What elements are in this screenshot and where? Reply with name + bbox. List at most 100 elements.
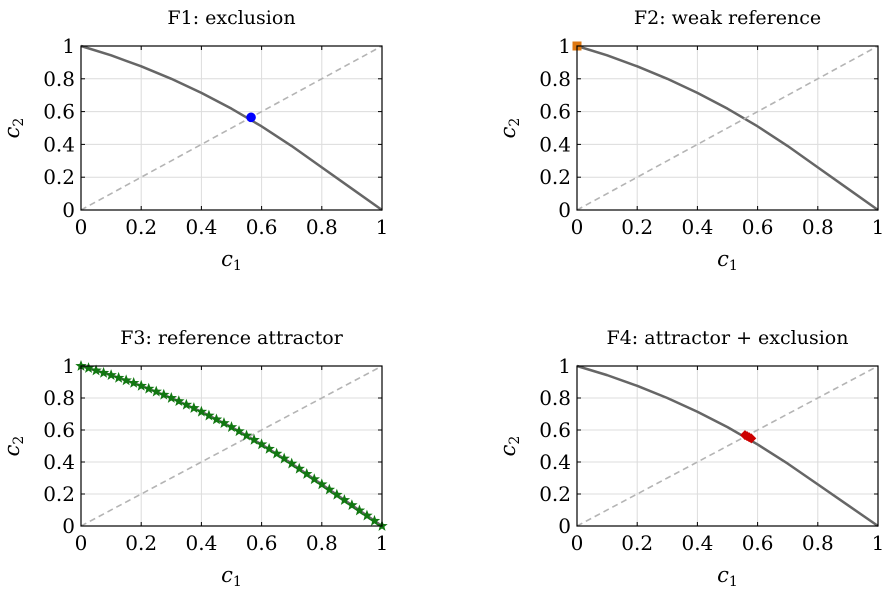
data-point-marker: [316, 478, 328, 490]
x-tick-label: 0.4: [185, 215, 217, 239]
y-tick-label: 1: [558, 354, 571, 378]
diagonal-reference-line: [576, 45, 879, 211]
data-point-marker: [331, 488, 343, 500]
y-tick-label: 0.2: [539, 165, 571, 189]
diagonal-reference-line: [80, 45, 383, 211]
x-tick-label: 0.2: [621, 531, 653, 555]
x-axis-label: c1: [717, 247, 738, 274]
x-tick-label: 0.4: [681, 531, 713, 555]
x-tick-label: 1: [376, 531, 389, 555]
x-axis-label-subscript: 1: [233, 258, 242, 274]
y-tick-label: 0.4: [43, 132, 75, 156]
chart-title: F1: exclusion: [167, 7, 295, 29]
data-point-marker: [158, 388, 170, 400]
data-point-marker: [127, 376, 140, 388]
data-point-marker: [248, 433, 260, 445]
y-tick-label: 0.6: [539, 100, 571, 124]
x-axis-label-main: c: [221, 247, 233, 271]
axes-frame: [576, 365, 879, 527]
data-point-marker: [301, 468, 313, 479]
chart-panel-2: 0 0.2 0.4 0.6 0.8 1 0 0.2 0.4 0.6 0.8 1 F2: weak ref…: [496, 7, 884, 274]
y-tick-label: 0.2: [43, 482, 75, 506]
x-axis-label: c1: [717, 563, 738, 589]
x-tick-label: 0.4: [681, 215, 713, 239]
y-axis-label-subscript: 2: [11, 118, 27, 127]
diagonal-reference-line: [576, 365, 879, 527]
data-point-marker: [263, 442, 275, 454]
diagonal-reference-line: [80, 365, 383, 527]
data-point-marker: [278, 452, 290, 464]
data-point-marker: [150, 385, 162, 397]
y-axis-label: c2: [0, 436, 27, 457]
y-axis-label: c2: [496, 436, 523, 457]
y-tick-label: 0.2: [539, 482, 571, 506]
y-tick-label: 1: [558, 34, 571, 58]
x-axis-label-subscript: 1: [729, 574, 738, 589]
data-point-marker: [112, 371, 125, 383]
y-tick-label: 0.8: [539, 386, 571, 410]
pareto-front-curve: [576, 364, 879, 528]
x-tick-label: 0: [75, 215, 88, 239]
axes-frame: [576, 45, 879, 211]
data-point-marker: [338, 494, 351, 505]
data-point-marker: [346, 499, 358, 511]
x-axis-label-subscript: 1: [729, 258, 738, 274]
x-axis-label-subscript: 1: [233, 574, 242, 589]
data-point-marker: [368, 514, 381, 526]
data-point-marker: [293, 462, 305, 474]
chart-title: F4: attractor + exclusion: [607, 327, 849, 349]
data-point-marker: [165, 392, 178, 403]
x-tick-label: 0.2: [621, 215, 653, 239]
y-axis-label-subscript: 2: [11, 436, 27, 445]
y-tick-label: 0.4: [539, 132, 571, 156]
y-axis-label: c2: [0, 118, 27, 139]
x-tick-label: 1: [872, 215, 885, 239]
chart-title: F2: weak reference: [634, 7, 821, 29]
y-axis-label-main: c: [0, 444, 24, 456]
data-point-marker: [323, 483, 336, 495]
data-point-marker: [240, 429, 253, 441]
data-point-marker: [173, 395, 185, 407]
x-tick-label: 0: [75, 531, 88, 555]
data-point-marker: [203, 409, 215, 421]
data-point-marker: [195, 405, 208, 417]
x-tick-label: 0.4: [185, 531, 217, 555]
x-axis-label: c1: [221, 247, 242, 274]
x-tick-label: 0.8: [802, 531, 834, 555]
y-tick-label: 0: [62, 514, 75, 538]
data-point-marker: [188, 402, 200, 413]
data-point-marker: [120, 374, 132, 386]
data-point-marker: [82, 362, 95, 373]
axes-frame: [80, 365, 383, 527]
y-tick-label: 0.8: [539, 67, 571, 91]
x-tick-label: 0: [571, 531, 584, 555]
pareto-front-curve: [576, 44, 879, 212]
y-tick-label: 0.6: [539, 418, 571, 442]
x-tick-label: 0.6: [246, 531, 278, 555]
y-axis-label-subscript: 2: [507, 436, 523, 445]
x-axis-label: c1: [221, 563, 242, 589]
data-point-marker: [210, 413, 223, 425]
data-point-marker: [285, 457, 298, 469]
x-tick-label: 0.8: [306, 215, 338, 239]
data-point-marker: [90, 364, 102, 376]
chart-panel-1: 0 0.2 0.4 0.6 0.8 1 0 0.2 0.4 0.6 0.8 1 F1: exclusio…: [0, 7, 388, 274]
y-axis-label-main: c: [496, 126, 520, 138]
y-tick-label: 0: [62, 198, 75, 222]
y-axis-label-main: c: [0, 126, 24, 138]
y-tick-label: 0: [558, 514, 571, 538]
y-axis-label: c2: [496, 118, 523, 139]
x-tick-label: 0: [571, 215, 584, 239]
data-point-marker: [135, 379, 147, 391]
data-point-marker: [361, 509, 373, 521]
y-axis-label-subscript: 2: [507, 118, 523, 127]
y-tick-label: 0.4: [539, 450, 571, 474]
data-point-marker: [180, 398, 193, 410]
data-point-marker: [143, 382, 155, 394]
x-tick-label: 0.6: [742, 531, 774, 555]
y-axis-label-main: c: [496, 444, 520, 456]
data-point-marker: [105, 369, 117, 380]
data-point-marker: [218, 417, 230, 428]
y-tick-label: 1: [62, 354, 75, 378]
x-axis-label-main: c: [717, 247, 729, 271]
